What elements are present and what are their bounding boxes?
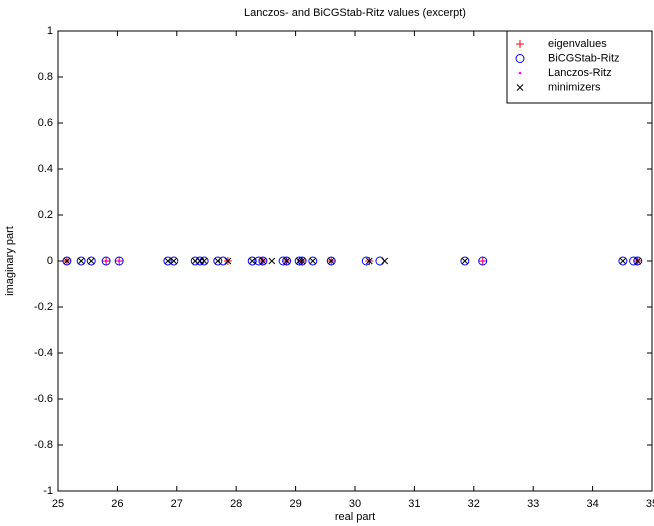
- marker-cross: [309, 257, 317, 265]
- y-tick-label: 0.6: [38, 117, 53, 129]
- marker-cross: [619, 257, 627, 265]
- marker-cross: [87, 257, 95, 265]
- marker-circle: [326, 256, 336, 266]
- marker-cross: [214, 257, 222, 265]
- legend-label: Lanczos-Ritz: [548, 67, 612, 79]
- marker-cross: [298, 257, 306, 265]
- marker-circle: [633, 256, 643, 266]
- marker-cross: [381, 257, 389, 265]
- marker-cross: [516, 84, 524, 91]
- marker-cross: [365, 257, 373, 265]
- y-tick-label: 0: [47, 255, 53, 267]
- y-tick-label: 1: [47, 25, 53, 37]
- marker-cross: [268, 257, 276, 265]
- marker-dot: [518, 71, 522, 75]
- marker-dot: [117, 259, 121, 263]
- marker-cross: [164, 257, 172, 265]
- x-tick-label: 34: [586, 498, 598, 510]
- legend-label: BiCGStab-Ritz: [548, 52, 620, 64]
- legend-label: minimizers: [548, 81, 601, 93]
- x-tick-label: 25: [52, 498, 64, 510]
- marker-circle: [76, 256, 86, 266]
- marker-dot: [104, 259, 108, 263]
- x-tick-label: 29: [289, 498, 301, 510]
- marker-cross: [283, 257, 291, 265]
- marker-circle: [282, 256, 292, 266]
- x-axis-label: real part: [335, 511, 375, 523]
- marker-cross: [295, 257, 303, 265]
- marker-cross: [634, 257, 642, 265]
- y-tick-label: -0.2: [34, 301, 53, 313]
- legend-label: eigenvalues: [548, 38, 607, 50]
- marker-circle: [515, 54, 525, 63]
- x-tick-label: 27: [171, 498, 183, 510]
- marker-circle: [478, 256, 488, 266]
- x-tick-label: 31: [408, 498, 420, 510]
- marker-circle: [190, 256, 200, 266]
- marker-dot: [481, 259, 485, 263]
- marker-circle: [308, 256, 318, 266]
- marker-circle: [62, 256, 72, 266]
- marker-cross: [327, 257, 335, 265]
- marker-circle: [86, 256, 96, 266]
- marker-circle: [247, 256, 257, 266]
- y-tick-label: 0.4: [38, 163, 53, 175]
- marker-circle: [297, 256, 307, 266]
- marker-circle: [258, 256, 268, 266]
- marker-circle: [213, 256, 223, 266]
- x-tick-label: 35: [646, 498, 654, 510]
- y-tick-label: -0.4: [34, 347, 53, 359]
- y-tick-label: 0.2: [38, 209, 53, 221]
- marker-cross: [200, 257, 208, 265]
- x-tick-label: 28: [230, 498, 242, 510]
- y-axis-label: imaginary part: [4, 226, 16, 296]
- marker-cross: [259, 257, 267, 265]
- marker-cross: [461, 257, 469, 265]
- chart-title: Lanczos- and BiCGStab-Ritz values (excer…: [244, 7, 466, 19]
- marker-cross: [191, 257, 199, 265]
- marker-circle: [460, 256, 470, 266]
- marker-circle: [114, 256, 124, 266]
- marker-cross: [63, 257, 71, 265]
- marker-circle: [169, 256, 179, 266]
- marker-circle: [375, 256, 385, 266]
- marker-circle: [101, 256, 111, 266]
- y-tick-label: -1: [43, 485, 53, 497]
- legend-box: [506, 30, 653, 104]
- y-tick-label: 0.8: [38, 71, 53, 83]
- marker-circle: [163, 256, 173, 266]
- marker-plus: [516, 40, 524, 48]
- marker-cross: [77, 257, 85, 265]
- marker-circle: [618, 256, 628, 266]
- marker-cross: [248, 257, 256, 265]
- y-tick-label: -0.6: [34, 393, 53, 405]
- y-tick-label: -0.8: [34, 439, 53, 451]
- x-tick-label: 26: [111, 498, 123, 510]
- marker-cross: [224, 257, 232, 265]
- x-tick-label: 30: [349, 498, 361, 510]
- marker-cross: [170, 257, 178, 265]
- x-tick-label: 33: [527, 498, 539, 510]
- x-tick-label: 32: [468, 498, 480, 510]
